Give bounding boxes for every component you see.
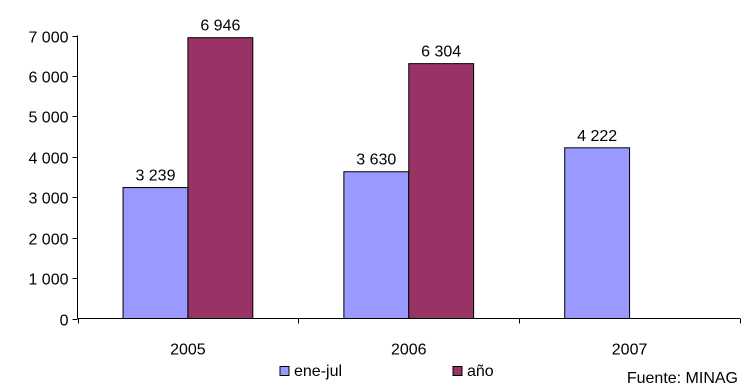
x-tick-label: 2005 — [170, 342, 206, 359]
bar-año-2006 — [408, 63, 475, 319]
y-tick-label: 5 000 — [28, 110, 68, 127]
legend-label: año — [467, 363, 494, 380]
x-tick-label: 2006 — [391, 342, 427, 359]
legend-swatch — [452, 366, 463, 376]
legend-swatch — [279, 366, 290, 376]
source-note: Fuente: MINAG — [627, 370, 738, 385]
data-labels: 3 239 6 946 3 630 6 304 4 222 — [135, 18, 617, 185]
legend: ene-jul año — [279, 363, 494, 380]
y-tick-label: 6 000 — [28, 70, 68, 87]
bar-ene-jul-2007 — [564, 147, 631, 319]
legend-label: ene-jul — [294, 363, 342, 380]
x-tick-label: 2007 — [612, 342, 648, 359]
y-tick-label: 7 000 — [28, 30, 68, 47]
bar-ene-jul-2006 — [343, 171, 410, 319]
data-label: 6 304 — [421, 44, 461, 61]
y-tick-label: 1 000 — [28, 272, 68, 289]
data-label: 3 239 — [135, 168, 175, 185]
data-label: 4 222 — [577, 128, 617, 145]
bars — [122, 37, 631, 320]
data-label: 3 630 — [356, 152, 396, 169]
data-label: 6 946 — [200, 18, 240, 35]
bar-año-2005 — [187, 37, 254, 320]
x-axis: 2005 2006 2007 — [77, 318, 741, 359]
y-tick-label: 4 000 — [28, 151, 68, 168]
y-tick-label: 0 — [60, 313, 69, 330]
y-axis: 0 1 000 2 000 3 000 4 000 5 000 6 000 7 000 — [28, 30, 78, 330]
y-tick-label: 2 000 — [28, 232, 68, 249]
y-tick-label: 3 000 — [28, 191, 68, 208]
bar-ene-jul-2005 — [122, 187, 189, 319]
